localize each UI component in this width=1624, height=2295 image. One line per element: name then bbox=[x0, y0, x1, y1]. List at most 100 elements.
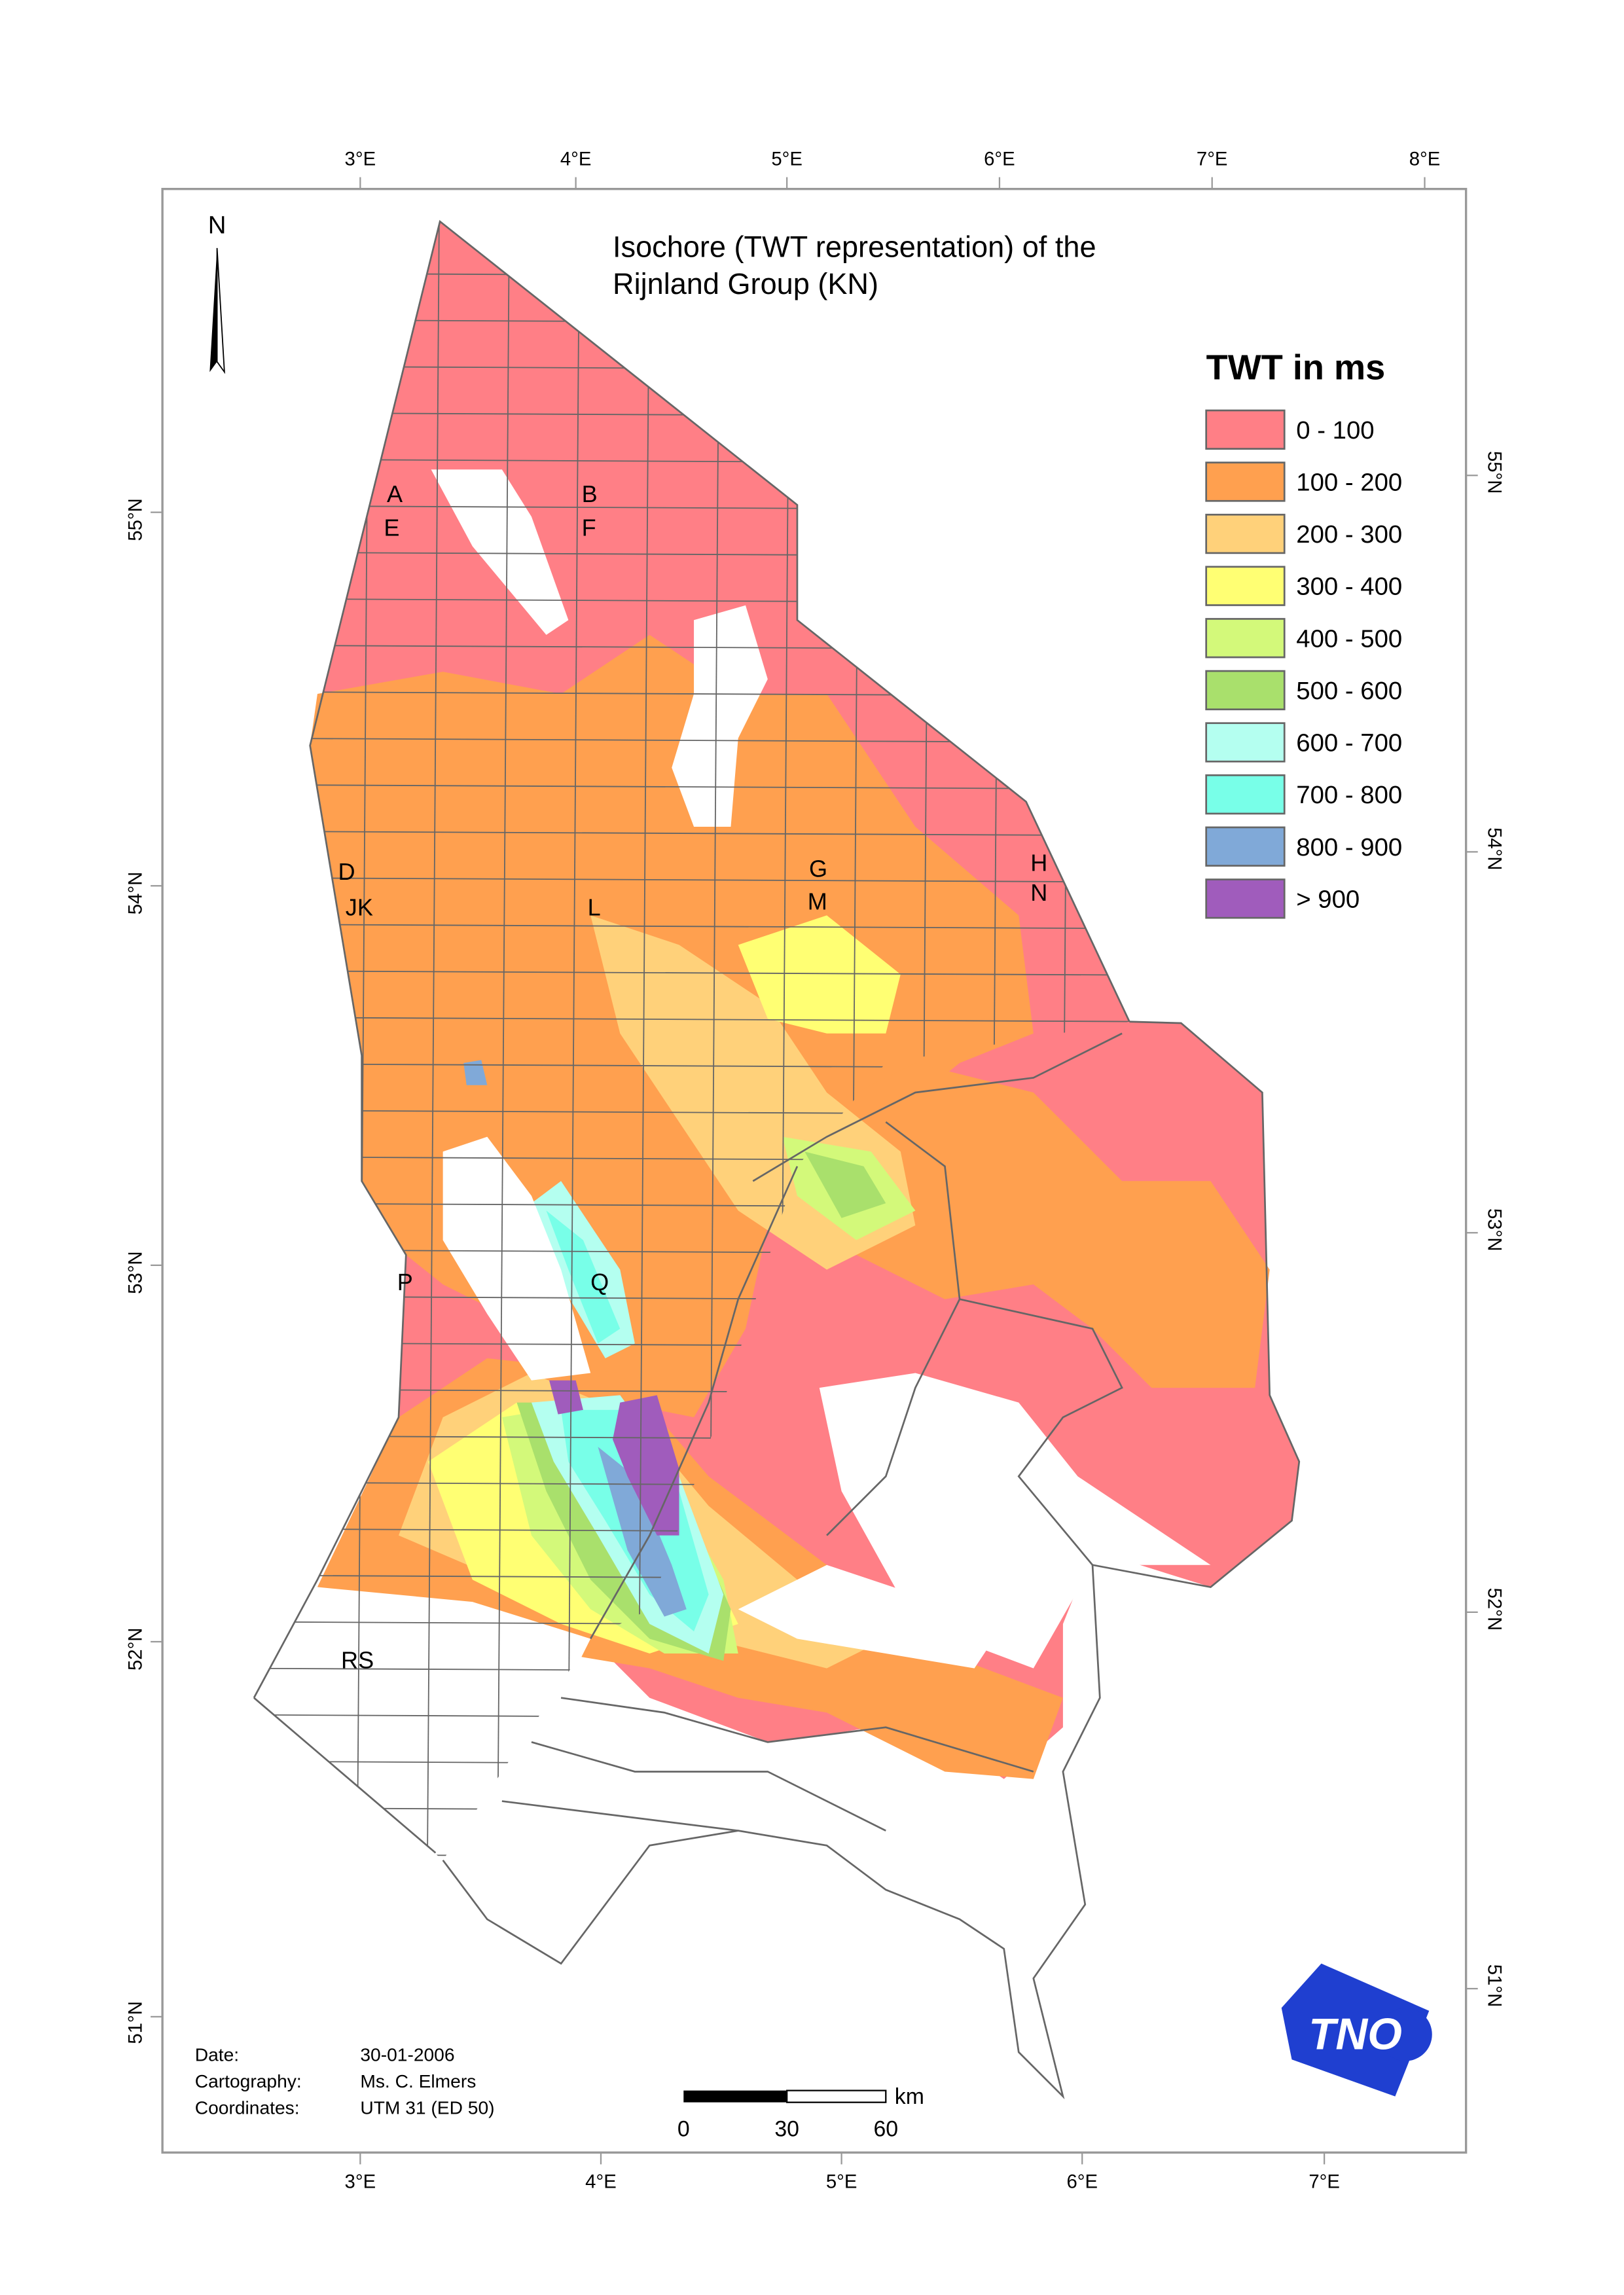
scale-unit: km bbox=[895, 2084, 924, 2109]
block-label: L bbox=[588, 894, 601, 920]
lon-label: 5°E bbox=[826, 2171, 857, 2192]
lat-label: 52°N bbox=[1483, 1588, 1505, 1631]
lon-label: 6°E bbox=[1066, 2171, 1098, 2192]
isochore-zone bbox=[598, 1447, 687, 1617]
scale-segment bbox=[683, 2090, 787, 2103]
grid-line bbox=[253, 970, 1130, 976]
legend-label: 500 - 600 bbox=[1296, 677, 1402, 705]
block-label: P bbox=[397, 1269, 413, 1295]
legend-label: 600 - 700 bbox=[1296, 729, 1402, 757]
logo-circle bbox=[1379, 2008, 1432, 2061]
lat-label: 55°N bbox=[1483, 451, 1505, 494]
isochore-zone bbox=[546, 1210, 621, 1344]
lon-label: 4°E bbox=[585, 2171, 617, 2192]
grid-line bbox=[253, 830, 1130, 837]
meta-value: Ms. C. Elmers bbox=[360, 2070, 476, 2091]
grid-line bbox=[567, 221, 581, 1860]
legend-label: > 900 bbox=[1296, 885, 1360, 913]
outline bbox=[590, 1032, 1123, 1640]
graticule-ticks bbox=[151, 177, 1478, 2165]
legend-label: 800 - 900 bbox=[1296, 833, 1402, 861]
legend: 0 - 100 100 - 200 200 - 300 300 - 400 400 - … bbox=[1205, 409, 1402, 919]
block-label: Q bbox=[590, 1269, 609, 1295]
lat-label: 53°N bbox=[125, 1251, 147, 1294]
isochore-zone bbox=[613, 1395, 679, 1536]
grid-line bbox=[253, 1807, 1130, 1813]
legend-label: 700 - 800 bbox=[1296, 781, 1402, 809]
north-label: N bbox=[208, 211, 226, 239]
block-label: A bbox=[387, 480, 403, 507]
legend-label: 100 - 200 bbox=[1296, 468, 1402, 496]
metadata: Date: 30-01-2006 Cartography: Ms. C. Elm… bbox=[195, 2044, 495, 2118]
legend-swatch bbox=[1205, 722, 1286, 763]
grid-line bbox=[253, 412, 1130, 418]
block-label: B bbox=[582, 480, 598, 507]
block-label: G bbox=[809, 856, 827, 882]
outline bbox=[442, 1021, 1301, 2100]
scale-tick: 30 bbox=[774, 2117, 799, 2142]
no-data-zone bbox=[431, 469, 569, 635]
block-label: D bbox=[338, 858, 355, 885]
block-label: E bbox=[384, 515, 399, 541]
grid-line bbox=[253, 923, 1130, 930]
meta-label: Cartography: bbox=[195, 2070, 302, 2091]
legend-swatch bbox=[1205, 409, 1286, 450]
legend-label: 200 - 300 bbox=[1296, 520, 1402, 549]
legend-label: 300 - 400 bbox=[1296, 573, 1402, 601]
scale-segment bbox=[786, 2089, 887, 2103]
legend-swatch bbox=[1205, 878, 1286, 919]
scale-bar: km 0 30 60 bbox=[677, 2084, 924, 2142]
legend-swatch bbox=[1205, 461, 1286, 502]
legend-label: 400 - 500 bbox=[1296, 624, 1402, 653]
block-label: JK bbox=[346, 894, 373, 920]
isochore-zone bbox=[738, 915, 901, 1034]
no-data-zone bbox=[738, 1564, 1004, 1669]
isochore-zone bbox=[463, 1060, 488, 1085]
lon-label: 3°E bbox=[345, 149, 376, 170]
map-frame bbox=[161, 187, 1468, 2154]
logo-shape bbox=[1281, 1963, 1430, 2097]
legend-title: TWT in ms bbox=[1206, 348, 1386, 388]
grid-line bbox=[253, 876, 1130, 883]
grid-line bbox=[253, 319, 1130, 325]
block-label: RS bbox=[341, 1647, 374, 1674]
lat-label: 55°N bbox=[125, 498, 147, 541]
lat-label: 52°N bbox=[125, 1628, 147, 1671]
grid-line bbox=[253, 784, 1130, 790]
lon-label: 4°E bbox=[560, 149, 592, 170]
grid-line bbox=[253, 1017, 1130, 1022]
lon-label: 7°E bbox=[1308, 2171, 1340, 2192]
meta-value: 30-01-2006 bbox=[360, 2044, 454, 2065]
isochore-zone bbox=[804, 1151, 886, 1218]
lat-label: 51°N bbox=[1483, 1964, 1505, 2008]
legend-swatch bbox=[1205, 826, 1286, 867]
meta-label: Coordinates: bbox=[195, 2097, 300, 2118]
legend-swatch bbox=[1205, 774, 1286, 815]
meta-value: UTM 31 (ED 50) bbox=[360, 2097, 494, 2118]
grid-line bbox=[637, 221, 651, 1860]
scale-tick: 0 bbox=[677, 2117, 690, 2142]
legend-swatch bbox=[1205, 618, 1286, 659]
legend-swatch bbox=[1205, 513, 1286, 554]
no-data-zone bbox=[672, 605, 768, 827]
lat-label: 54°N bbox=[1483, 827, 1505, 871]
graticule-labels: 3°E 4°E 5°E 6°E 7°E 8°E 3°E 4°E 5°E 6°E … bbox=[125, 149, 1506, 2193]
block-label: N bbox=[1030, 879, 1047, 906]
legend-swatch bbox=[1205, 670, 1286, 711]
lat-label: 53°N bbox=[1483, 1208, 1505, 1252]
legend-swatch bbox=[1205, 566, 1286, 606]
meta-label: Date: bbox=[195, 2044, 239, 2065]
block-label: F bbox=[582, 515, 596, 541]
north-arrow: N bbox=[208, 211, 226, 374]
lon-label: 8°E bbox=[1409, 149, 1441, 170]
lon-label: 5°E bbox=[771, 149, 803, 170]
lat-label: 54°N bbox=[125, 872, 147, 915]
outline bbox=[253, 219, 1130, 1854]
no-data-zone bbox=[253, 1587, 591, 1853]
lon-label: 7°E bbox=[1197, 149, 1228, 170]
grid-line bbox=[253, 365, 1130, 372]
logo-text: TNO bbox=[1308, 2010, 1402, 2059]
block-label: H bbox=[1030, 850, 1047, 876]
